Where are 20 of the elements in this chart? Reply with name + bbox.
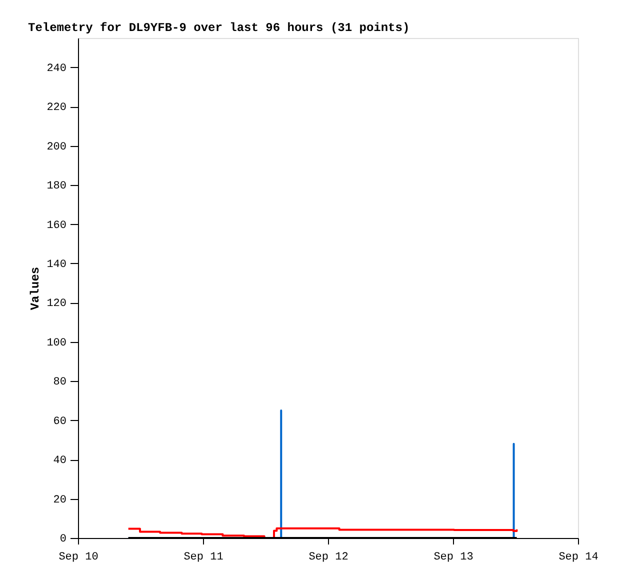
x-tick-label: Sep 10: [58, 552, 98, 564]
x-tick-label: Sep 13: [434, 552, 474, 564]
y-tick-label: 0: [60, 534, 66, 546]
y-tick-label: 60: [53, 416, 66, 428]
y-tick-label: 180: [46, 180, 66, 193]
x-tick-label: Sep 11: [184, 552, 224, 564]
y-tick-label: 160: [46, 220, 66, 232]
y-tick-label: 20: [53, 494, 66, 506]
y-tick-label: 140: [46, 258, 66, 271]
y-tick-label: 40: [53, 455, 66, 468]
y-tick-label: 120: [46, 298, 66, 310]
y-tick-label: 80: [53, 376, 66, 389]
y-axis-title: Values: [28, 266, 42, 310]
chart-title: Telemetry for DL9YFB-9 over last 96 hours (31 points): [28, 21, 410, 35]
x-tick-label: Sep 12: [308, 552, 348, 564]
y-tick-label: 220: [46, 102, 66, 114]
x-tick-label: Sep 14: [558, 552, 599, 564]
y-tick-label: 200: [46, 141, 66, 154]
y-tick-label: 100: [46, 337, 66, 350]
y-tick-label: 240: [46, 62, 66, 75]
